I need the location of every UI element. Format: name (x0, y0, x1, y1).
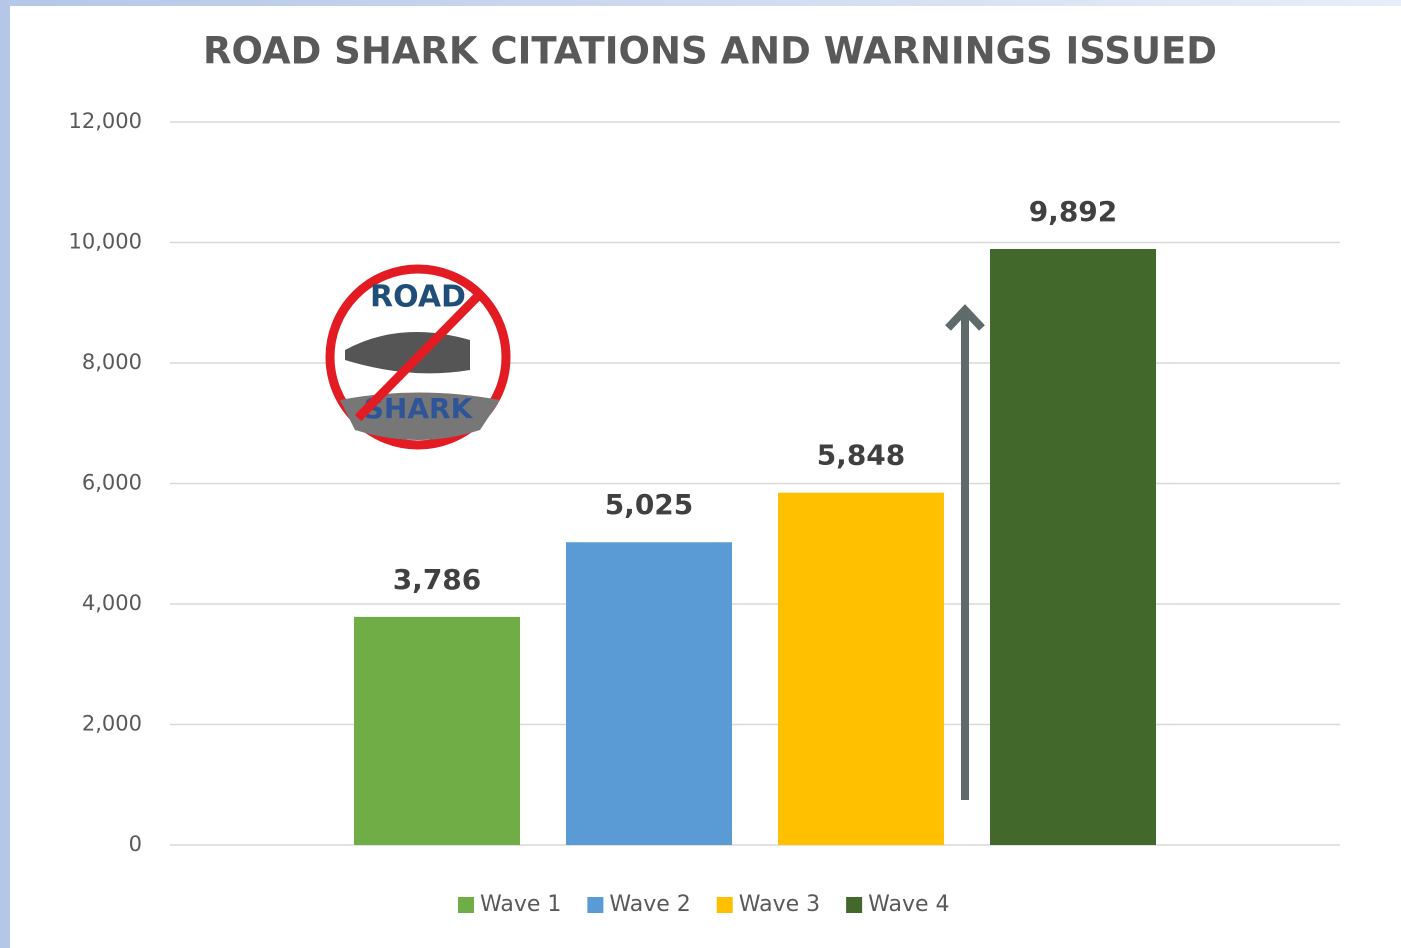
y-tick-label: 12,000 (69, 109, 142, 133)
value-label: 9,892 (1029, 195, 1118, 228)
legend-label: Wave 3 (739, 892, 820, 917)
legend-swatch (717, 897, 733, 913)
y-tick-label: 4,000 (82, 591, 142, 615)
logo: ROAD SHARK (330, 269, 506, 445)
legend-label: Wave 1 (480, 892, 561, 917)
legend-label: Wave 2 (609, 892, 690, 917)
y-tick-label: 6,000 (82, 471, 142, 495)
y-tick-label: 0 (129, 832, 142, 856)
y-tick-label: 10,000 (69, 230, 142, 254)
value-label: 5,848 (817, 439, 906, 472)
chart: ROAD SHARK CITATIONS AND WARNINGS ISSUED… (0, 0, 1401, 948)
bar (566, 542, 732, 845)
bar (778, 493, 944, 845)
value-label: 3,786 (393, 563, 482, 596)
bar (990, 249, 1156, 845)
bar (354, 617, 520, 845)
logo-text: ROAD (370, 280, 466, 315)
y-tick-label: 2,000 (82, 712, 142, 736)
y-tick-label: 8,000 (82, 350, 142, 374)
page: ROAD SHARK CITATIONS AND WARNINGS ISSUED… (0, 0, 1401, 948)
legend-swatch (458, 897, 474, 913)
legend-swatch (846, 897, 862, 913)
chart-title: ROAD SHARK CITATIONS AND WARNINGS ISSUED (203, 30, 1217, 73)
value-label: 5,025 (605, 488, 694, 521)
legend-swatch (587, 897, 603, 913)
legend-label: Wave 4 (868, 892, 949, 917)
